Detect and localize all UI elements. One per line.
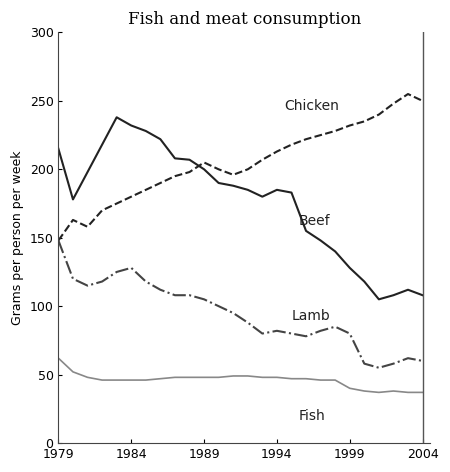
Y-axis label: Grams per person per week: Grams per person per week	[11, 151, 24, 325]
Text: Chicken: Chicken	[284, 99, 339, 113]
Title: Fish and meat consumption: Fish and meat consumption	[127, 11, 361, 28]
Text: Fish: Fish	[299, 409, 325, 422]
Text: Beef: Beef	[299, 214, 330, 228]
Text: Lamb: Lamb	[292, 309, 330, 323]
